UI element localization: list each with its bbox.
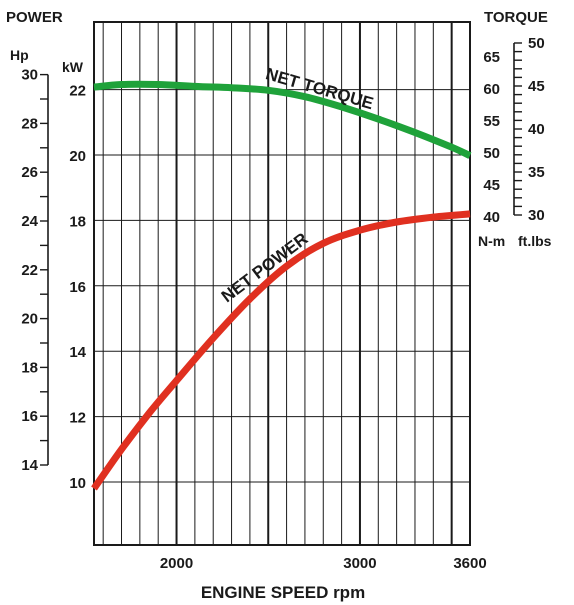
- net-torque-curve: [93, 80, 472, 159]
- nm-tick-label: 40: [483, 209, 500, 226]
- kw-tick-label: 16: [69, 279, 86, 296]
- hp-tick-label: 18: [21, 359, 38, 376]
- hp-tick-label: 20: [21, 311, 38, 328]
- nm-tick-label: 50: [483, 145, 500, 162]
- hp-tick-label: 26: [21, 164, 38, 181]
- ftlb-unit-label: ft.lbs: [518, 233, 552, 249]
- plot-grid: [94, 22, 470, 545]
- hp-tick-label: 16: [21, 408, 38, 425]
- nm-unit-label: N-m: [478, 233, 505, 249]
- x-tick-label: 2000: [160, 555, 193, 572]
- kw-tick-label: 12: [69, 410, 86, 427]
- kw-unit-label: kW: [62, 59, 84, 75]
- x-axis-title: ENGINE SPEED rpm: [201, 583, 365, 602]
- net-power-curve: [91, 210, 471, 491]
- power-axis-title: POWER: [6, 9, 63, 26]
- power-axes: 14 16 18 20 22 24 26 28 30 10 12 14 16 18 20 22: [21, 67, 86, 492]
- plot-frame: [93, 21, 471, 546]
- ftlb-tick-label: 50: [528, 35, 545, 52]
- kw-tick-label: 18: [69, 213, 86, 230]
- ftlb-tick-label: 30: [528, 207, 545, 224]
- nm-tick-label: 55: [483, 113, 500, 130]
- hp-tick-label: 22: [21, 262, 38, 279]
- x-axis: 2000 3000 3600: [160, 555, 487, 572]
- hp-unit-label: Hp: [10, 47, 29, 63]
- kw-tick-label: 20: [69, 148, 86, 165]
- hp-tick-label: 30: [21, 67, 38, 84]
- x-tick-label: 3600: [453, 555, 486, 572]
- ftlb-tick-label: 35: [528, 164, 545, 181]
- ftlb-tick-label: 40: [528, 121, 545, 138]
- hp-tick-label: 24: [21, 213, 38, 230]
- hp-tick-label: 28: [21, 115, 38, 132]
- hp-tick-label: 14: [21, 457, 38, 474]
- x-tick-label: 3000: [343, 555, 376, 572]
- nm-tick-label: 45: [483, 177, 500, 194]
- kw-tick-label: 10: [69, 475, 86, 492]
- nm-tick-label: 60: [483, 81, 500, 98]
- torque-axes: 40 45 50 55 60 65 30 35 40 45 50: [483, 35, 544, 226]
- nm-tick-label: 65: [483, 49, 500, 66]
- kw-tick-label: 22: [69, 83, 86, 100]
- kw-tick-label: 14: [69, 344, 86, 361]
- torque-axis-title: TORQUE: [484, 9, 548, 26]
- ftlb-tick-label: 45: [528, 78, 545, 95]
